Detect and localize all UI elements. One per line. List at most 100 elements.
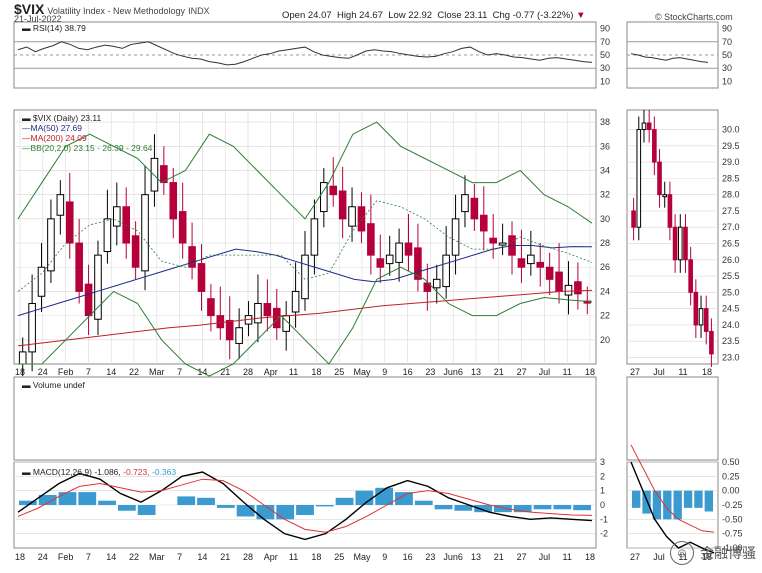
zoom-tick-label: 26.0 bbox=[722, 255, 740, 265]
rsi-tick-label: 30 bbox=[600, 63, 610, 73]
zoom-macd-tick-label: -0.50 bbox=[722, 514, 743, 524]
zoom-macd-line bbox=[630, 461, 715, 554]
candle-body bbox=[178, 211, 187, 244]
macd-x-tick-label: 27 bbox=[517, 552, 527, 562]
zoom-candle-body bbox=[657, 161, 662, 196]
x-tick-label: 11 bbox=[563, 367, 572, 377]
volume-panel-frame bbox=[13, 376, 597, 461]
ma200-legend: —MA(200) 24.09 bbox=[22, 133, 87, 143]
zoom-tick-label: 30.0 bbox=[722, 125, 740, 135]
candle-body bbox=[263, 303, 272, 317]
chart-date: 21-Jul-2022 bbox=[14, 14, 62, 24]
macd-x-tick-label: 22 bbox=[129, 552, 139, 562]
candle-body bbox=[564, 284, 573, 296]
zoom-tick-label: 25.5 bbox=[722, 271, 740, 281]
candle-body bbox=[432, 278, 441, 289]
zoom-macd-tick-label: -1.00 bbox=[722, 543, 743, 553]
volume-legend-text: Volume undef bbox=[32, 380, 85, 390]
x-tick-label: 18 bbox=[15, 367, 25, 377]
macd-histogram-bar bbox=[474, 505, 493, 513]
macd-x-tick-label: 9 bbox=[382, 552, 387, 562]
zoom-macd-tick-label: 0.00 bbox=[722, 486, 740, 496]
price-panel-zoom-frame bbox=[626, 109, 719, 365]
macd-x-tick-label: 28 bbox=[243, 552, 253, 562]
rsi-swatch-icon: ▬ bbox=[22, 23, 31, 33]
zoom-macd-histogram-bar bbox=[704, 490, 713, 512]
zoom-macd-histogram-bar bbox=[694, 490, 703, 508]
rsi-legend-text: RSI(14) 38.79 bbox=[32, 23, 86, 33]
macd-histogram-bar bbox=[117, 505, 136, 511]
candle-body bbox=[235, 327, 243, 344]
zoom-macd-tick-label: 0.50 bbox=[722, 457, 740, 467]
macd-histogram-bar bbox=[414, 500, 433, 505]
x-tick-label: 7 bbox=[177, 367, 182, 377]
symbol-title: $VIX Volatility Index - New Methodology … bbox=[14, 1, 210, 17]
candle-body bbox=[442, 254, 450, 288]
zoom-tick-label: 27.5 bbox=[722, 206, 740, 216]
macd-legend: ▬ MACD(12,26,9) -1.086, -0.723, -0.363 bbox=[22, 467, 176, 477]
x-tick-label: Jul bbox=[539, 367, 551, 377]
symbol-name: Volatility Index - New Methodology bbox=[47, 6, 185, 16]
x-tick-label: 16 bbox=[403, 367, 413, 377]
low-value: 22.92 bbox=[408, 10, 433, 21]
candle-body bbox=[113, 206, 121, 227]
macd-swatch-icon: ▬ bbox=[22, 467, 31, 477]
zoom-x-tick-label: 27 bbox=[630, 367, 640, 377]
candle-body bbox=[310, 218, 319, 256]
x-tick-label: 27 bbox=[517, 367, 527, 377]
macd-x-tick-label: 23 bbox=[425, 552, 435, 562]
macd-histogram-bar bbox=[355, 490, 374, 505]
zoom-macd-x-tick-label: 18 bbox=[702, 552, 712, 562]
candle-body bbox=[75, 242, 83, 292]
candle-body bbox=[338, 190, 347, 220]
candle-body bbox=[169, 182, 178, 220]
macd-signal-line bbox=[17, 478, 593, 533]
zoom-tick-label: 25.0 bbox=[722, 287, 740, 297]
macd-x-tick-label: 21 bbox=[220, 552, 230, 562]
candle-body bbox=[272, 307, 281, 329]
x-tick-label: Apr bbox=[264, 367, 278, 377]
candle-body bbox=[28, 303, 36, 353]
zoom-candle-body bbox=[693, 291, 699, 326]
zoom-candle-body bbox=[698, 308, 704, 326]
bb-middle-line bbox=[17, 200, 593, 292]
macd-histogram-bar bbox=[494, 505, 512, 513]
macd-x-tick-label: 21 bbox=[494, 552, 504, 562]
zoom-macd-tick-label: 0.25 bbox=[722, 471, 740, 481]
zoom-tick-label: 28.5 bbox=[722, 173, 740, 183]
bb-upper-line bbox=[17, 121, 593, 224]
zoom-tick-label: 24.0 bbox=[722, 320, 740, 330]
price-legend: ▬ $VIX (Daily) 23.11 bbox=[22, 113, 101, 123]
bb-legend: —BB(20,2.0) 23.15 - 26.39 - 29.64 bbox=[22, 143, 152, 153]
macd-histogram-bar bbox=[216, 505, 235, 508]
zoom-x-tick-label: 18 bbox=[702, 367, 712, 377]
down-arrow-icon: ▼ bbox=[576, 10, 586, 21]
candle-body bbox=[367, 223, 375, 256]
macd-histogram-bar bbox=[315, 505, 334, 507]
ma200-line bbox=[17, 289, 593, 347]
rsi-zoom-tick-label: 70 bbox=[722, 37, 732, 47]
rsi-legend: ▬ RSI(14) 38.79 bbox=[22, 23, 86, 33]
ma200-swatch-icon: — bbox=[22, 133, 31, 143]
candle-body bbox=[385, 254, 394, 265]
macd-histogram-bar bbox=[58, 492, 77, 505]
candle-body bbox=[225, 319, 234, 341]
candle-body bbox=[574, 281, 582, 295]
bb-legend-text: BB(20,2.0) 23.15 - 26.39 - 29.64 bbox=[30, 143, 153, 153]
candle-body bbox=[47, 218, 55, 272]
zoom-candle-body bbox=[683, 226, 688, 261]
rsi-tick-label: 70 bbox=[600, 37, 610, 47]
macd-histogram-bar bbox=[38, 494, 57, 505]
candle-body bbox=[301, 254, 309, 300]
macd-legend-text: MACD(12,26,9) bbox=[32, 467, 92, 477]
macd-x-tick-label: May bbox=[353, 552, 371, 562]
x-tick-label: 21 bbox=[220, 367, 230, 377]
x-tick-label: 18 bbox=[311, 367, 321, 377]
zoom-candle-body bbox=[677, 226, 683, 261]
x-tick-label: 7 bbox=[86, 367, 91, 377]
x-tick-label: 11 bbox=[289, 367, 298, 377]
x-tick-label: 21 bbox=[494, 367, 504, 377]
rsi-tick-label: 90 bbox=[600, 24, 610, 34]
zoom-tick-label: 28.0 bbox=[722, 190, 740, 200]
macd-tick-label: -1 bbox=[600, 514, 608, 524]
